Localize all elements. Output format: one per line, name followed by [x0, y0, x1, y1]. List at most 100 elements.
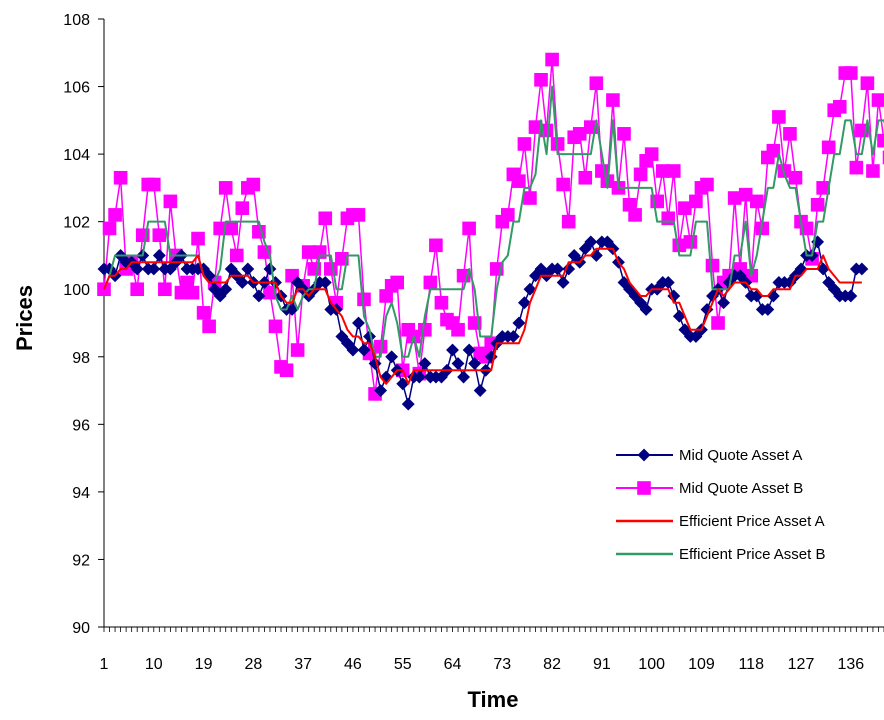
point-mid-quote-asset-b	[871, 93, 884, 107]
legend-label: Efficient Price Asset A	[679, 513, 825, 530]
legend-label: Efficient Price Asset B	[679, 546, 825, 563]
y-tick-label: 90	[72, 620, 90, 637]
point-mid-quote-asset-b	[683, 235, 698, 249]
point-mid-quote-asset-b	[661, 211, 676, 226]
point-mid-quote-asset-b	[229, 248, 244, 263]
point-mid-quote-asset-b	[290, 343, 305, 357]
x-tick-label: 73	[493, 656, 511, 673]
point-mid-quote-asset-b	[832, 100, 847, 114]
point-mid-quote-asset-b	[589, 76, 604, 90]
point-mid-quote-asset-a	[241, 262, 255, 276]
point-mid-quote-asset-a	[766, 289, 780, 303]
x-tick-label: 1	[100, 656, 109, 673]
point-mid-quote-asset-a	[352, 316, 365, 330]
point-mid-quote-asset-b	[788, 170, 803, 185]
point-mid-quote-asset-b	[218, 181, 233, 195]
point-mid-quote-asset-b	[783, 127, 797, 141]
point-mid-quote-asset-b	[666, 164, 681, 178]
point-mid-quote-asset-b	[279, 363, 294, 378]
series-mid-quote-asset-b	[97, 52, 884, 401]
point-mid-quote-asset-b	[146, 177, 161, 192]
point-mid-quote-asset-b	[158, 282, 172, 297]
point-mid-quote-asset-b	[451, 322, 465, 337]
x-tick-label: 118	[738, 656, 764, 673]
x-axis-ticks: 1 10 19 28 37 46 55 64 73 82 91 100 109 118 127 136	[100, 627, 884, 673]
point-mid-quote-asset-b	[844, 66, 858, 80]
point-mid-quote-asset-b	[501, 208, 515, 222]
point-mid-quote-asset-b	[185, 285, 200, 300]
point-mid-quote-asset-a	[761, 303, 775, 316]
point-mid-quote-asset-a	[844, 289, 858, 303]
x-tick-label: 28	[244, 656, 262, 673]
point-mid-quote-asset-b	[224, 221, 239, 236]
point-mid-quote-asset-b	[556, 177, 570, 192]
point-mid-quote-asset-b	[335, 252, 349, 266]
point-mid-quote-asset-a	[512, 316, 526, 330]
point-mid-quote-asset-a	[473, 384, 487, 397]
x-tick-label: 91	[593, 656, 611, 673]
point-mid-quote-asset-b	[102, 221, 117, 236]
point-mid-quote-asset-b	[810, 197, 825, 212]
point-mid-quote-asset-b	[152, 228, 167, 242]
point-mid-quote-asset-b	[644, 147, 659, 161]
point-mid-quote-asset-b	[268, 319, 283, 334]
legend-label: Mid Quote Asset B	[679, 480, 803, 497]
point-mid-quote-asset-a	[584, 235, 598, 249]
point-mid-quote-asset-a	[451, 357, 465, 370]
legend-marker	[637, 481, 651, 495]
y-axis-ticks: 90 92 94 96 98 100 102 104 106 108	[63, 12, 104, 637]
y-axis-title: Prices	[12, 285, 37, 351]
point-mid-quote-asset-b	[606, 93, 620, 107]
series-line-mid-quote-asset-a	[104, 241, 862, 405]
point-mid-quote-asset-a	[518, 296, 531, 310]
x-tick-label: 100	[638, 656, 665, 673]
y-tick-label: 98	[72, 350, 90, 367]
point-mid-quote-asset-a	[412, 370, 426, 384]
legend-label: Mid Quote Asset A	[679, 447, 802, 464]
y-tick-label: 108	[63, 12, 90, 29]
point-mid-quote-asset-a	[855, 262, 869, 276]
point-mid-quote-asset-a	[639, 303, 653, 316]
y-tick-label: 92	[72, 552, 90, 569]
x-axis-title: Time	[468, 687, 519, 712]
point-mid-quote-asset-b	[628, 208, 642, 222]
x-tick-label: 136	[837, 656, 864, 673]
y-tick-label: 96	[72, 417, 90, 434]
point-mid-quote-asset-a	[235, 276, 249, 289]
point-mid-quote-asset-b	[357, 292, 371, 307]
x-tick-label: 37	[294, 656, 312, 673]
point-mid-quote-asset-b	[130, 282, 144, 297]
point-mid-quote-asset-a	[457, 370, 470, 384]
point-mid-quote-asset-b	[390, 275, 404, 290]
point-mid-quote-asset-a	[717, 296, 730, 310]
point-mid-quote-asset-a	[219, 282, 233, 296]
point-mid-quote-asset-b	[429, 238, 443, 253]
point-mid-quote-asset-b	[418, 322, 432, 337]
point-mid-quote-asset-a	[346, 343, 360, 357]
legend: Mid Quote Asset A Mid Quote Asset B Effici…	[616, 447, 825, 563]
series-line-efficient-price-asset-a	[103, 247, 862, 385]
point-mid-quote-asset-a	[446, 343, 459, 357]
x-tick-label: 109	[688, 656, 715, 673]
point-mid-quote-asset-b	[849, 160, 864, 175]
point-mid-quote-asset-b	[318, 211, 333, 226]
x-tick-label: 127	[788, 656, 815, 673]
point-mid-quote-asset-a	[147, 262, 161, 276]
point-mid-quote-asset-b	[860, 76, 875, 90]
point-mid-quote-asset-b	[523, 191, 537, 205]
point-mid-quote-asset-a	[252, 289, 266, 303]
point-mid-quote-asset-b	[191, 231, 205, 246]
point-mid-quote-asset-b	[689, 194, 703, 209]
x-tick-label: 82	[543, 656, 561, 673]
point-mid-quote-asset-b	[108, 208, 122, 222]
point-mid-quote-asset-a	[130, 262, 144, 276]
series-efficient-price-asset-a	[103, 247, 862, 385]
point-mid-quote-asset-a	[357, 343, 371, 357]
point-mid-quote-asset-b	[705, 258, 720, 273]
series-efficient-price-asset-b	[103, 85, 884, 358]
point-mid-quote-asset-b	[700, 177, 714, 192]
y-tick-label: 106	[63, 80, 90, 97]
point-mid-quote-asset-b	[617, 127, 631, 141]
point-mid-quote-asset-a	[385, 350, 399, 364]
point-mid-quote-asset-b	[196, 306, 211, 320]
